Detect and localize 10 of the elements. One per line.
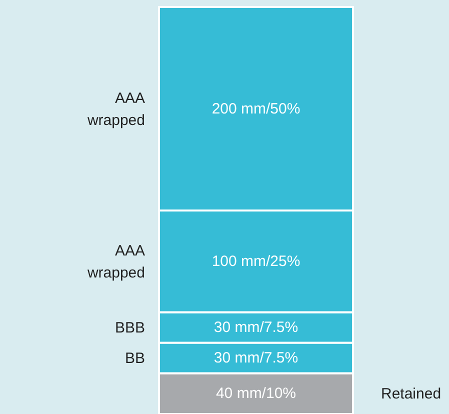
series-label: AAA wrapped (86, 89, 145, 128)
series-label: Retained (381, 385, 442, 402)
series-label: BB (124, 350, 145, 367)
data-label: 40 mm/10% (216, 385, 296, 402)
data-label: 100 mm/25% (212, 252, 300, 270)
series-label: BBB (114, 319, 145, 336)
data-label: 200 mm/50% (212, 100, 300, 118)
data-label: 30 mm/7.5% (214, 350, 298, 367)
series-label: AAA wrapped (86, 242, 145, 281)
data-label: 30 mm/7.5% (214, 319, 298, 336)
